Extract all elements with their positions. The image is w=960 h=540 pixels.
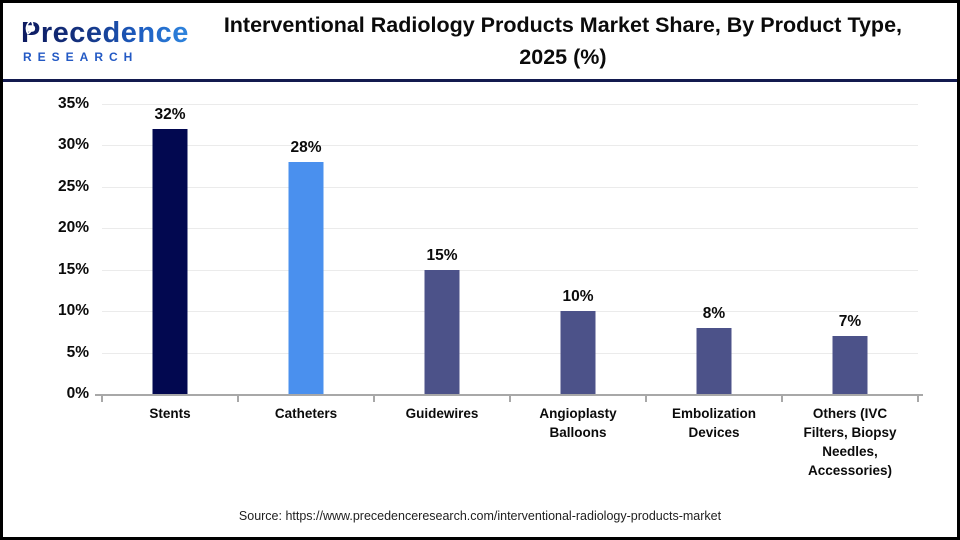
y-axis-tick-label: 30%: [57, 136, 89, 154]
y-axis-tick-label: 0%: [66, 385, 89, 402]
category-label: Angioplasty Balloons: [539, 406, 617, 440]
bar-value-label: 15%: [426, 246, 458, 264]
x-axis-tick: [645, 394, 647, 402]
bar: [152, 128, 188, 394]
gridline: [102, 228, 918, 230]
brand-logo: Precedence RESEARCH: [21, 19, 189, 63]
x-axis-tick: [237, 394, 239, 402]
y-axis-tick-label: 20%: [57, 219, 89, 237]
title-wrap: Interventional Radiology Products Market…: [189, 9, 937, 73]
bar-value-label: 8%: [702, 304, 726, 322]
bar-value-label: 32%: [154, 105, 186, 123]
plot-area: 32% 28% 15% 10% 8% 7%: [102, 104, 918, 394]
x-axis-tick: [373, 394, 375, 402]
y-axis-tick-label: 25%: [57, 177, 89, 195]
gridline: [102, 352, 918, 354]
gridline: [102, 186, 918, 188]
brand-logo-subtitle: RESEARCH: [23, 50, 139, 64]
category-label: Guidewires: [405, 406, 479, 421]
x-axis-tick: [781, 394, 783, 402]
bar-cell: 10%: [510, 104, 646, 394]
gridline: [102, 145, 918, 147]
gridline: [102, 269, 918, 271]
y-axis-tick-label: 15%: [57, 260, 89, 278]
category-label: Embolization Devices: [672, 406, 756, 440]
bar-cell: 28%: [238, 104, 374, 394]
brand-logo-name: Precedence: [21, 17, 189, 49]
category-label: Stents: [149, 406, 191, 421]
bar-cell: 8%: [646, 104, 782, 394]
bar-value-label: 7%: [838, 313, 862, 330]
bar-cell: 32%: [102, 104, 238, 394]
y-axis-tick-label: 5%: [66, 343, 89, 361]
category-label: Others (IVC Filters, Biopsy Needles, Acc…: [803, 406, 897, 478]
chart-region: 32% 28% 15% 10% 8% 7% Source: https://www.pre…: [3, 82, 957, 534]
bar-cell: 7%: [782, 104, 918, 394]
bar-value-label: 28%: [290, 139, 322, 156]
bar: [288, 162, 324, 394]
bar-value-label: 10%: [562, 288, 594, 306]
bar-cell: 15%: [374, 104, 510, 394]
bar: [696, 327, 732, 394]
bar: [424, 269, 460, 394]
chart-title: Interventional Radiology Products Market…: [223, 13, 902, 69]
bar: [832, 336, 868, 394]
gridline: [102, 104, 918, 105]
category-label: Catheters: [274, 406, 338, 421]
x-axis-tick: [101, 394, 103, 402]
x-axis-tick: [509, 394, 511, 402]
gridline: [102, 311, 918, 313]
y-axis-tick-label: 10%: [57, 302, 89, 320]
bar: [560, 311, 596, 394]
header: Precedence RESEARCH Interventional Radio…: [3, 3, 957, 82]
y-axis-tick-label: 35%: [57, 95, 89, 112]
x-axis-tick: [917, 394, 919, 402]
source-line: Source: https://www.precedenceresearch.c…: [238, 509, 722, 523]
